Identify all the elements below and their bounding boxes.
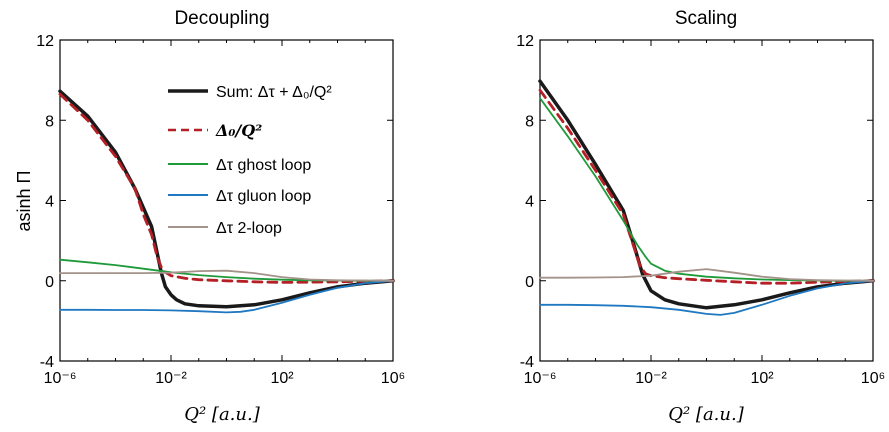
x-tick-label: 10⁶ bbox=[381, 370, 405, 387]
y-tick-label: -4 bbox=[40, 354, 54, 371]
legend-label-gluon: Δτ gluon loop bbox=[216, 188, 311, 205]
legend-label-sum: Sum: Δτ + Δ₀/Q² bbox=[216, 84, 332, 101]
scaling-panel: Scaling Q² [a.u.] -4 0 4 8 12 10⁻⁶ 10⁻² 10² 10⁶ bbox=[516, 8, 885, 425]
y-tick-label: 8 bbox=[45, 113, 54, 130]
y-tick-label: 12 bbox=[36, 33, 54, 50]
series-line-twoloop bbox=[539, 268, 874, 282]
legend-label-delta0: Δ₀/Q² bbox=[215, 121, 262, 140]
x-tick-label: 10² bbox=[270, 370, 294, 387]
y-tick-label: 12 bbox=[516, 33, 534, 50]
scaling-plot-area: -4 0 4 8 12 10⁻⁶ 10⁻² 10² 10⁶ bbox=[516, 33, 885, 387]
y-tick-label: 8 bbox=[525, 113, 534, 130]
series-line-delta0 bbox=[538, 88, 875, 285]
decoupling-title: Decoupling bbox=[174, 8, 269, 29]
x-tick-label: 10⁻² bbox=[155, 370, 187, 387]
y-tick-label: 4 bbox=[45, 194, 54, 211]
x-tick-label: 10⁻⁶ bbox=[524, 370, 557, 387]
x-axis-label-right: Q² [a.u.] bbox=[668, 404, 744, 425]
x-axis-label-left: Q² [a.u.] bbox=[184, 404, 260, 425]
y-axis-label: asinh Π bbox=[14, 170, 34, 231]
scaling-title: Scaling bbox=[675, 8, 737, 29]
series-line-twoloop bbox=[59, 269, 394, 282]
plot-frame bbox=[539, 39, 874, 362]
legend: Sum: Δτ + Δ₀/Q² Δ₀/Q² Δτ ghost loop Δτ g… bbox=[168, 84, 332, 237]
y-tick-label: 0 bbox=[45, 274, 54, 291]
x-tick-label: 10⁻⁶ bbox=[44, 370, 77, 387]
x-tick-label: 10⁻² bbox=[635, 370, 667, 387]
series-line-gluon bbox=[59, 279, 394, 314]
legend-label-ghost: Δτ ghost loop bbox=[216, 157, 311, 174]
x-tick-label: 10² bbox=[750, 370, 774, 387]
y-tick-label: 0 bbox=[525, 274, 534, 291]
series-line-ghost bbox=[539, 97, 874, 282]
y-tick-label: -4 bbox=[520, 354, 534, 371]
decoupling-panel: Decoupling asinh Π Q² [a.u.] -4 0 4 8 12 10⁻⁶… bbox=[14, 8, 405, 425]
legend-label-twoloop: Δτ 2-loop bbox=[216, 220, 282, 237]
series-line-gluon bbox=[539, 279, 874, 316]
x-tick-label: 10⁶ bbox=[861, 370, 885, 387]
series-line-sum bbox=[538, 79, 875, 310]
series-line-delta0 bbox=[58, 92, 395, 284]
decoupling-plot-area: -4 0 4 8 12 10⁻⁶ 10⁻² 10² 10⁶ bbox=[36, 33, 405, 387]
y-tick-label: 4 bbox=[525, 194, 534, 211]
